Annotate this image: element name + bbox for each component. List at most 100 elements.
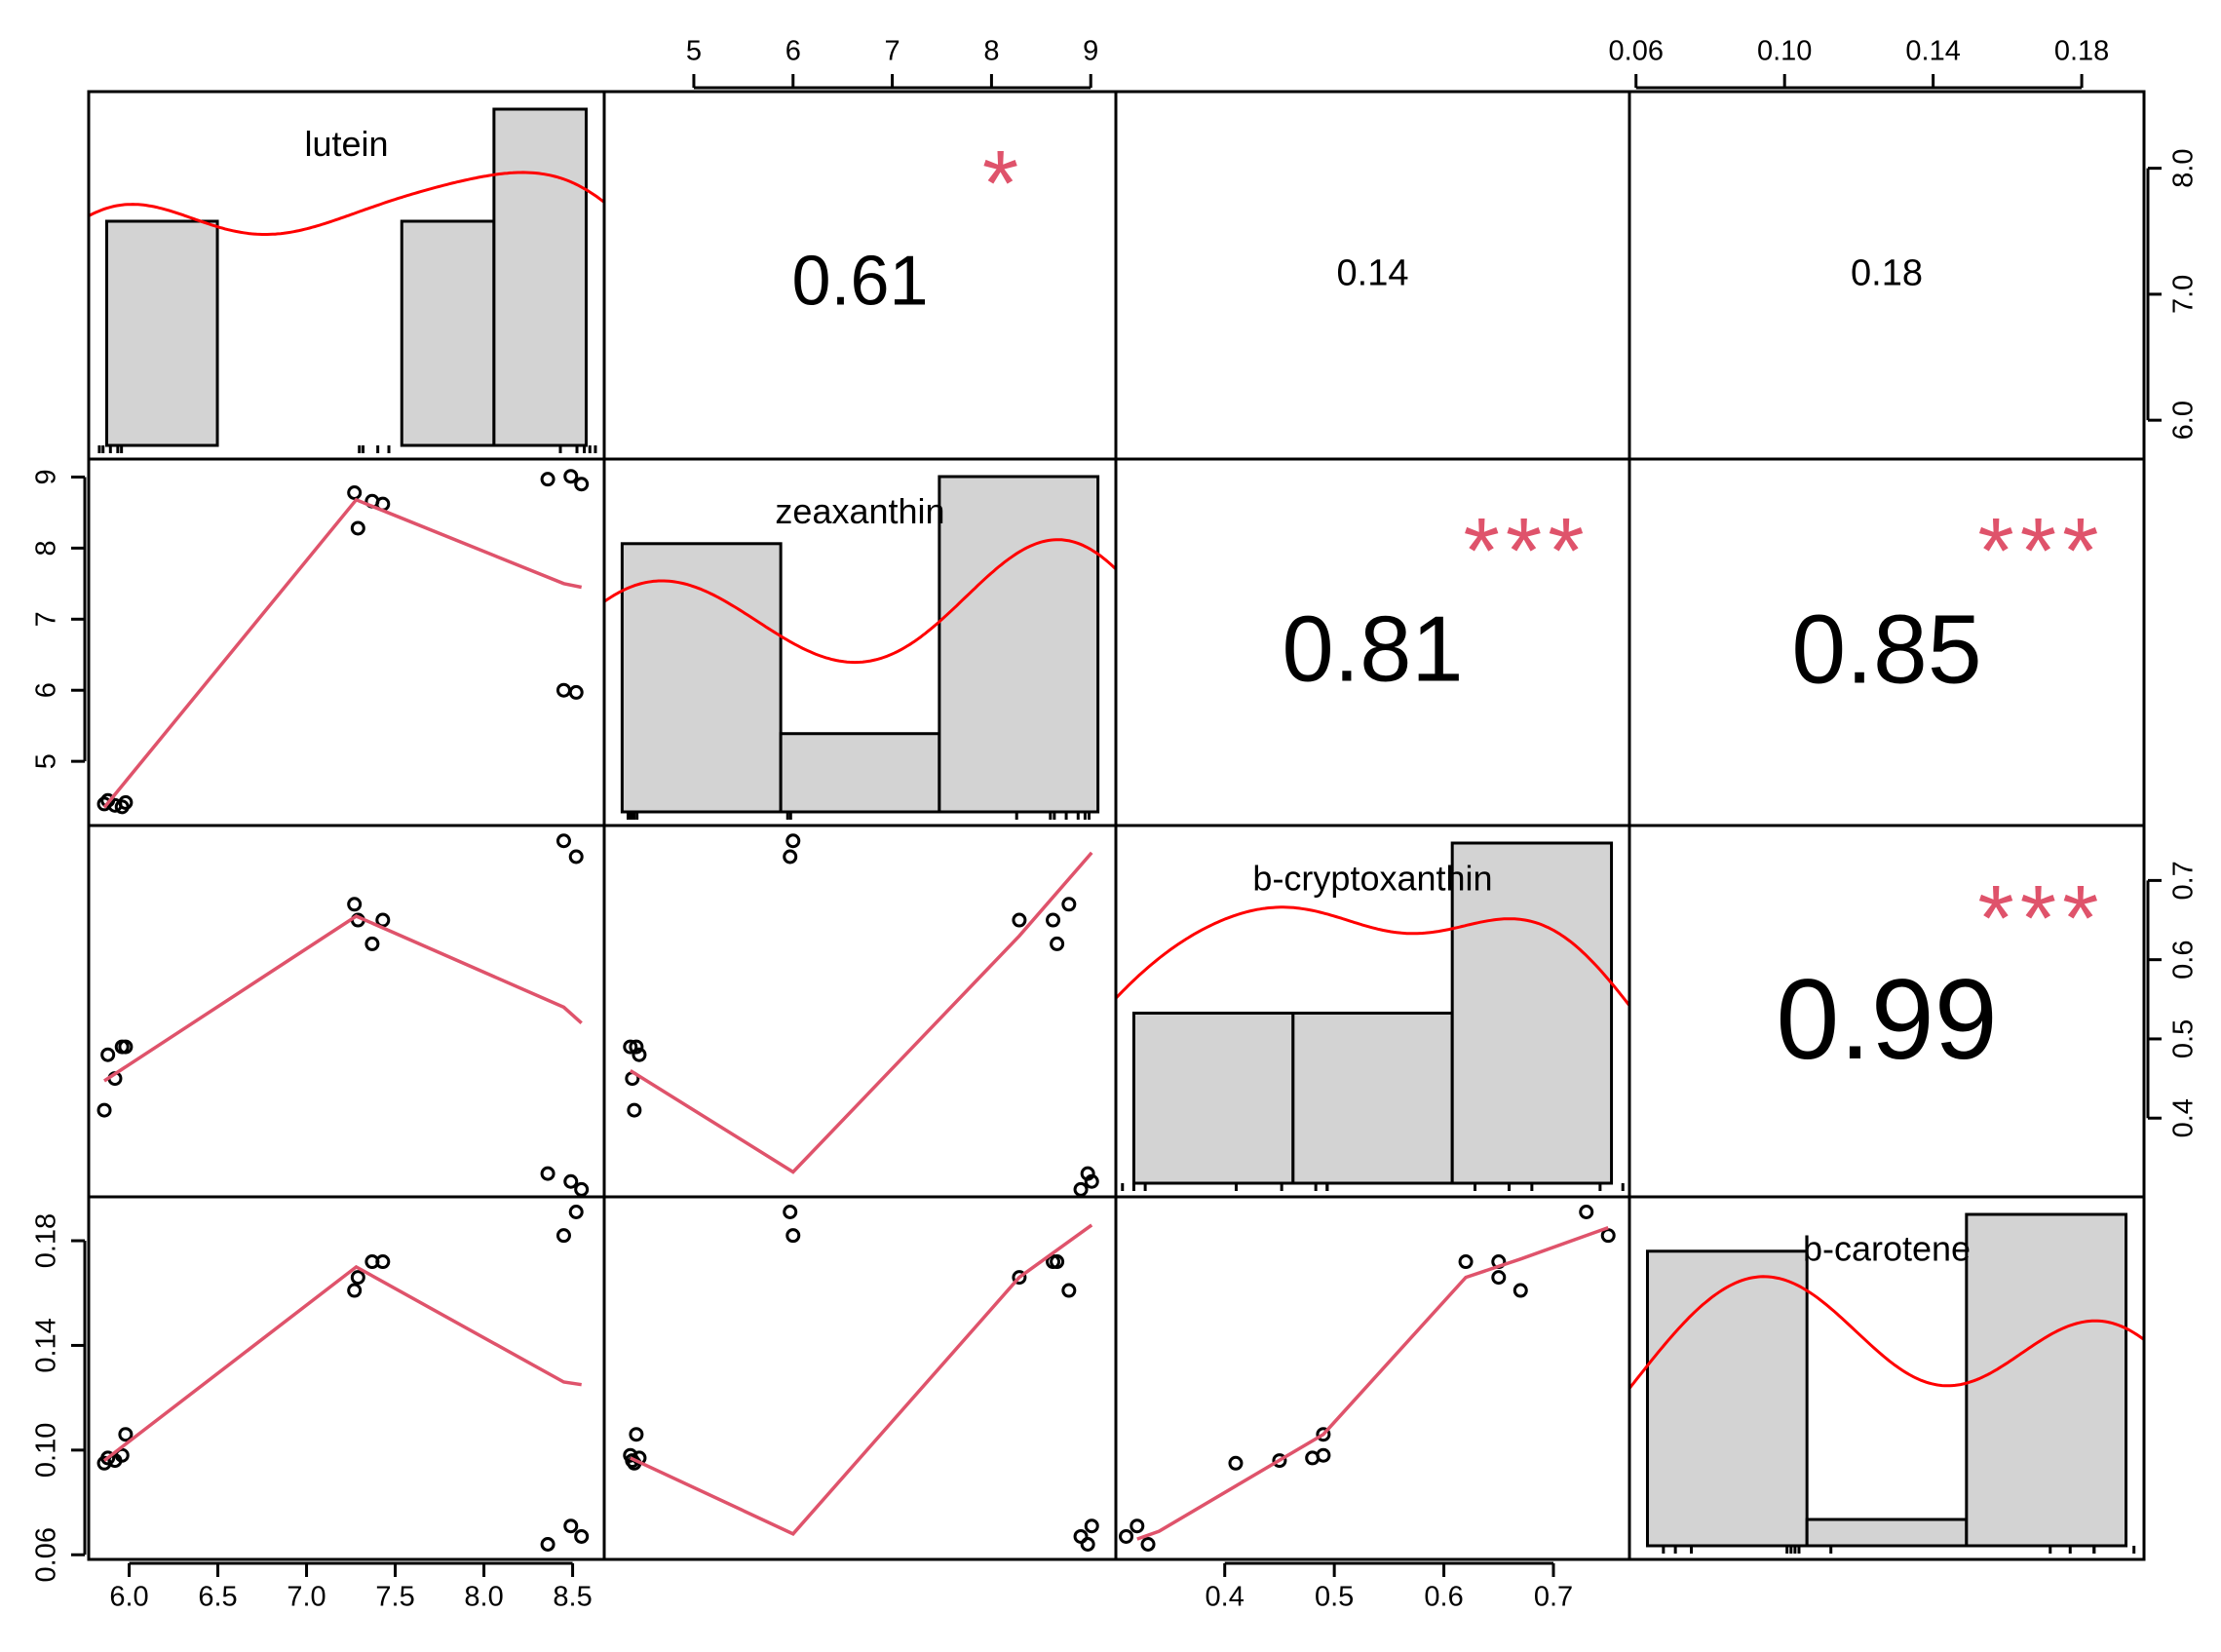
tick-label-top-b-carotene-0: 0.06: [1609, 36, 1664, 67]
panel-3-0: [87, 1195, 606, 1561]
tick-label-right-lutein-0: 6.0: [2168, 401, 2200, 440]
hist-bar-zeaxanthin-2: [938, 475, 1100, 814]
tick-label-right-b-cryptoxanthin-2: 0.6: [2168, 941, 2200, 980]
smooth-line-3-0: [102, 1264, 582, 1462]
variable-label-lutein: lutein: [304, 124, 388, 164]
scatter-point-3-0-10: [555, 1228, 571, 1244]
panel-0-2: 0.14: [1114, 90, 1631, 461]
tick-label-left-b-carotene-0: 0.06: [31, 1527, 62, 1582]
panel-1-3: 0.85***: [1627, 457, 2146, 827]
scatter-point-2-0-13: [574, 1181, 590, 1197]
scatter-point-2-0-8: [375, 912, 391, 928]
tick-label-top-zeaxanthin-2: 7: [885, 36, 900, 67]
scatter-point-3-2-2: [1272, 1453, 1287, 1469]
scatter-point-3-0-9: [540, 1537, 555, 1553]
axis-right-lutein: 6.0 7.0 8.0: [2146, 148, 2200, 440]
tick-label-right-b-cryptoxanthin-1: 0.5: [2168, 1019, 2200, 1058]
scatter-point-3-0-4: [118, 1427, 134, 1442]
panel-1-2: 0.81***: [1114, 457, 1631, 827]
tick-label-top-zeaxanthin-1: 6: [785, 36, 801, 67]
hist-bar-b-carotene-2: [1965, 1212, 2128, 1548]
smooth-line-2-0: [103, 914, 583, 1083]
scatter-point-3-2-5: [1513, 1283, 1528, 1298]
scatter-point-3-0-13: [574, 1528, 590, 1544]
scatter-point-3-1-8: [1046, 1254, 1061, 1270]
scatter-point-3-1-6: [1012, 1270, 1027, 1286]
scatter-point-3-2-12: [1579, 1204, 1594, 1219]
panel-frame-2-0: [87, 824, 606, 1199]
hist-bar-b-cryptoxanthin-1: [1291, 1012, 1454, 1185]
panel-1-0: [87, 457, 606, 827]
tick-label-bottom-lutein-1: 6.5: [198, 1582, 237, 1613]
tick-label-left-b-carotene-3: 0.18: [31, 1213, 62, 1268]
panel-2-0: [87, 824, 606, 1199]
scatter-point-3-0-8: [375, 1254, 391, 1270]
hist-bar-b-carotene-0: [1645, 1249, 1809, 1548]
hist-bar-b-cryptoxanthin-2: [1450, 841, 1614, 1185]
tick-label-top-zeaxanthin-0: 5: [686, 36, 702, 67]
scatter-b-carotene-vs-zeaxanthin: [623, 1204, 1099, 1553]
scatter-point-3-1-13: [1073, 1528, 1089, 1544]
tick-label-left-zeaxanthin-4: 9: [31, 469, 62, 484]
correlation-value-1-2: 0.81: [1282, 597, 1463, 702]
significance-stars-2-3: ***: [1977, 866, 2104, 971]
histogram-zeaxanthin: [604, 475, 1116, 820]
scatter-point-3-0-11: [563, 1518, 579, 1534]
scatter-point-2-1-5: [1061, 897, 1077, 912]
panel-frame-3-1: [602, 1195, 1118, 1561]
scatter-point-2-0-12: [568, 849, 584, 864]
correlation-value-2-3: 0.99: [1776, 955, 1997, 1083]
correlation-value-0-3: 0.18: [1851, 253, 1923, 294]
scatter-point-3-2-4: [1316, 1427, 1331, 1442]
scatter-point-2-1-3: [623, 1039, 638, 1055]
scatter-point-3-1-11: [1084, 1518, 1099, 1534]
variable-label-b-carotene: b-carotene: [1803, 1228, 1971, 1268]
panel-3-3: b-carotene: [1627, 1195, 2146, 1561]
scatter-point-2-0-10: [555, 833, 571, 849]
scatter-point-2-0-7: [364, 936, 380, 951]
scatter-point-1-0-9: [540, 472, 555, 487]
scatter-point-2-1-8: [1046, 912, 1061, 928]
scatter-point-2-0-0: [96, 1102, 112, 1118]
smooth-line-2-1: [629, 851, 1093, 1174]
scatter-point-2-0-1: [100, 1047, 116, 1062]
tick-label-top-b-carotene-1: 0.10: [1757, 36, 1812, 67]
panel-1-1: zeaxanthin: [602, 457, 1118, 827]
scatter-point-2-1-6: [1012, 912, 1027, 928]
axis-left-b-carotene: 0.06 0.10 0.14 0.18: [31, 1213, 87, 1582]
panel-2-2: b-cryptoxanthin: [1114, 824, 1631, 1199]
scatter-point-3-2-9: [1140, 1537, 1156, 1553]
scatter-point-3-2-13: [1119, 1528, 1134, 1544]
scatter-point-2-1-0: [627, 1102, 642, 1118]
tick-label-left-b-carotene-2: 0.14: [31, 1318, 62, 1372]
tick-label-right-b-cryptoxanthin-0: 0.4: [2168, 1098, 2200, 1137]
correlation-value-1-3: 0.85: [1791, 595, 1981, 705]
significance-stars-0-1: *: [982, 132, 1024, 236]
scatter-point-1-0-4: [118, 794, 134, 810]
scatter-point-2-0-9: [540, 1166, 555, 1181]
axes-layer: 6.0 6.5 7.0 7.5 8.0 8.5 0.4 0.5 0.6 0.75 6 7 8 9 0.06 0…: [31, 36, 2200, 1613]
tick-label-bottom-b-cryptoxanthin-2: 0.6: [1424, 1582, 1463, 1613]
scatter-b-cryptoxanthin-vs-lutein: [96, 833, 590, 1197]
tick-label-left-zeaxanthin-3: 8: [31, 540, 62, 556]
tick-label-top-b-carotene-3: 0.18: [2054, 36, 2109, 67]
scatter-b-carotene-vs-b-cryptoxanthin: [1119, 1204, 1616, 1553]
scatter-point-2-1-11: [1084, 1173, 1099, 1189]
tick-label-bottom-lutein-5: 8.5: [553, 1582, 592, 1613]
tick-label-top-b-carotene-2: 0.14: [1905, 36, 1960, 67]
panel-2-3: 0.99***: [1627, 824, 2146, 1199]
density-curve-lutein: [89, 171, 604, 236]
variable-label-zeaxanthin: zeaxanthin: [775, 491, 944, 531]
tick-label-left-b-carotene-1: 0.10: [31, 1423, 62, 1478]
scatter-point-2-0-4: [118, 1039, 134, 1055]
scatter-point-3-0-5: [347, 1283, 363, 1298]
scatter-point-2-0-5: [347, 897, 363, 912]
tick-label-right-lutein-1: 7.0: [2168, 275, 2200, 314]
tick-label-bottom-lutein-3: 7.5: [375, 1582, 414, 1613]
tick-label-right-b-cryptoxanthin-3: 0.7: [2168, 861, 2200, 900]
scatter-point-3-1-3: [623, 1447, 638, 1463]
hist-bar-lutein-3: [400, 219, 496, 447]
scatter-point-3-0-6: [350, 1270, 365, 1286]
significance-stars-1-3: ***: [1977, 499, 2104, 603]
